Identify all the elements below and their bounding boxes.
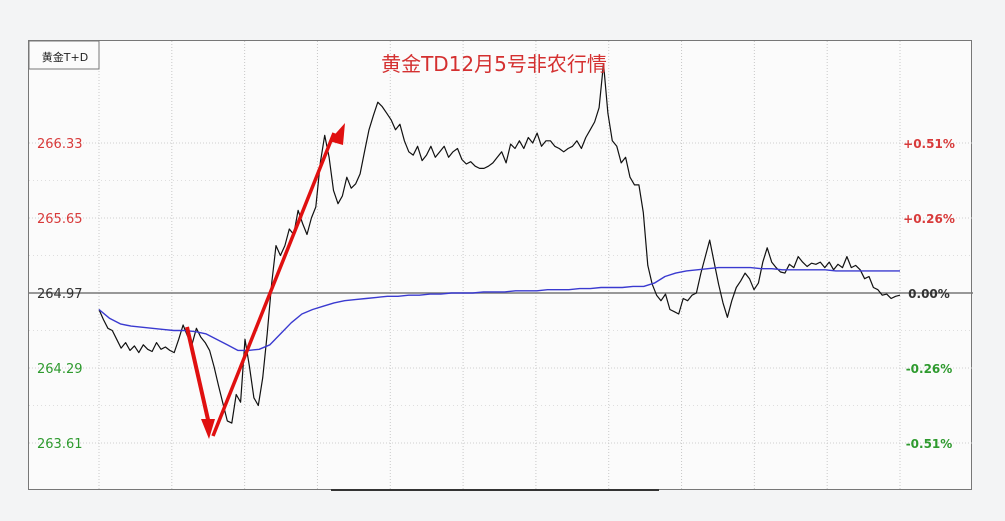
instrument-label-box: [29, 41, 100, 70]
y-tick-left: 266.33: [37, 137, 83, 152]
price-line: [98, 63, 901, 424]
y-tick-right: +0.51%: [903, 137, 955, 151]
arrow-down-head: [201, 419, 215, 439]
series-layer: [98, 63, 901, 424]
arrow-down-shaft: [185, 326, 211, 425]
chart-svg: 266.33 +0.51% 265.65 +0.26% 264.97 0.00% 264.2…: [29, 41, 973, 491]
y-tick-right: -0.51%: [906, 437, 953, 451]
y-tick-right: -0.26%: [906, 362, 953, 376]
y-tick-right: +0.26%: [903, 212, 955, 226]
arrow-up-head: [329, 123, 345, 145]
grid-layer: [29, 41, 973, 491]
y-tick-right: 0.00%: [908, 287, 950, 301]
arrow-layer: [185, 123, 345, 439]
tick-layer: 266.33 +0.51% 265.65 +0.26% 264.97 0.00% 264.2…: [37, 137, 955, 452]
chart-frame: 266.33 +0.51% 265.65 +0.26% 264.97 0.00% 264.2…: [28, 40, 973, 491]
average-line: [98, 266, 900, 352]
y-tick-left: 264.97: [37, 287, 83, 302]
arrow-up-shaft: [211, 132, 336, 437]
chart-title: 黄金TD12月5号非农行情: [381, 52, 607, 76]
y-tick-left: 263.61: [37, 437, 83, 452]
y-tick-left: 264.29: [37, 362, 83, 377]
y-tick-left: 265.65: [37, 212, 83, 227]
instrument-label: 黄金T+D: [42, 50, 88, 64]
